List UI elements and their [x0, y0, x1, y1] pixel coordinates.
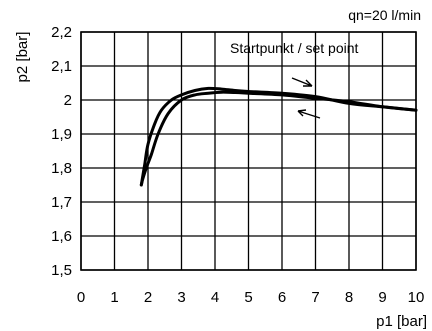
set-point-label: Startpunkt / set point [230, 40, 359, 56]
x-tick-label: 9 [378, 289, 386, 306]
flow-rate-annotation: qn=20 l/min [348, 7, 421, 23]
x-tick-label: 6 [278, 289, 286, 306]
tick-labels: 0 1 2 3 4 5 6 7 8 9 10 1,5 1,6 1,7 1,8 1,9 2 2,1 2,2 [51, 24, 424, 306]
y-axis-label: p2 [bar] [14, 32, 31, 83]
increasing-arrow [291, 77, 313, 87]
y-tick-label: 1,5 [51, 262, 72, 279]
series-line-2 [139, 86, 418, 187]
y-tick-label: 2,1 [51, 58, 72, 75]
x-axis-label: p1 [bar] [376, 313, 427, 330]
x-tick-label: 7 [311, 289, 319, 306]
x-tick-label: 0 [77, 289, 85, 306]
x-tick-label: 3 [177, 289, 185, 306]
x-tick-label: 10 [408, 289, 425, 306]
y-tick-label: 1,6 [51, 228, 72, 245]
x-tick-label: 5 [244, 289, 252, 306]
y-tick-label: 1,7 [51, 194, 72, 211]
y-tick-label: 2 [64, 92, 72, 109]
decreasing-arrow [297, 109, 321, 119]
direction-arrows [291, 77, 321, 119]
x-tick-label: 4 [211, 289, 219, 306]
x-tick-label: 1 [110, 289, 118, 306]
x-tick-label: 8 [345, 289, 353, 306]
y-tick-label: 2,2 [51, 24, 72, 41]
x-tick-label: 2 [144, 289, 152, 306]
y-tick-label: 1,8 [51, 160, 72, 177]
plot-frame [80, 31, 417, 271]
y-tick-label: 1,9 [51, 126, 72, 143]
series [139, 86, 418, 187]
grid [80, 31, 417, 271]
